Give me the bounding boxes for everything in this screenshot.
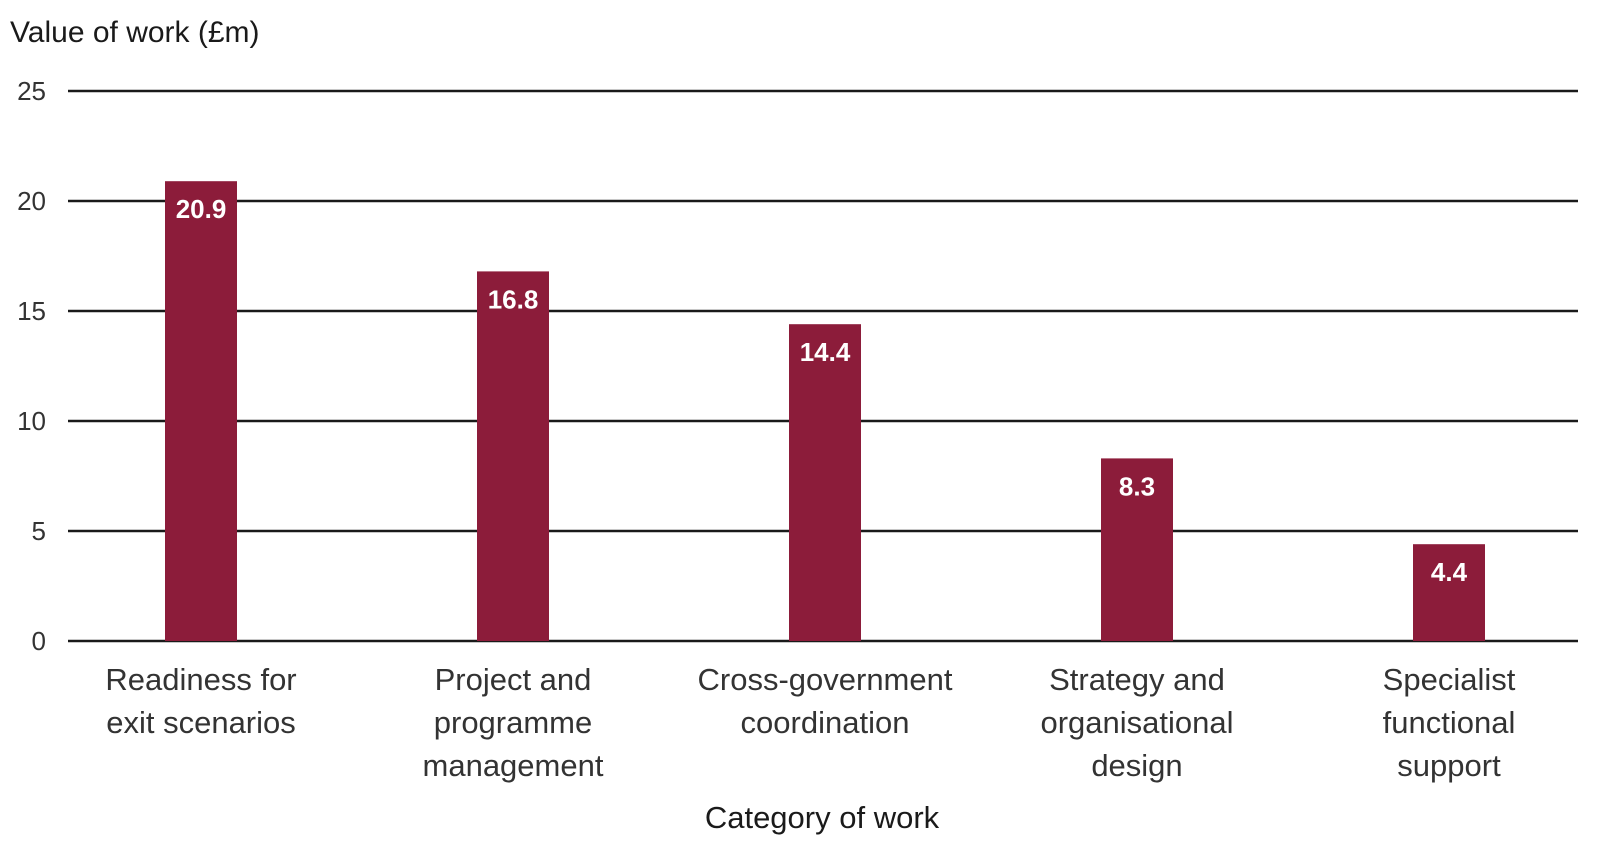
category-label-line: support: [1397, 748, 1501, 783]
bar-value-label: 8.3: [1119, 471, 1155, 501]
bar: [477, 271, 549, 641]
category-label-line: Strategy and: [1049, 662, 1225, 697]
category-label-line: exit scenarios: [106, 705, 296, 740]
category-label: Strategy and organisational design: [1040, 662, 1233, 783]
category-label-line: Readiness for: [105, 662, 296, 697]
bars: [165, 181, 1485, 641]
y-tick-label: 15: [17, 296, 46, 326]
bar-value-labels: 20.9 16.8 14.4 8.3 4.4: [176, 194, 1468, 587]
y-axis-title: Value of work (£m): [10, 16, 260, 49]
category-label-line: Cross-government: [698, 662, 953, 697]
bar-value-label: 14.4: [800, 337, 851, 367]
category-label: Specialist functional support: [1383, 662, 1516, 783]
y-tick-labels: 0 5 10 15 20 25: [17, 76, 46, 656]
bar: [1101, 458, 1173, 641]
bar-value-label: 16.8: [488, 284, 539, 314]
y-tick-label: 20: [17, 186, 46, 216]
y-tick-label: 25: [17, 76, 46, 106]
category-label-line: Project and: [435, 662, 592, 697]
category-label: Project and programme management: [423, 662, 604, 783]
category-label: Readiness for exit scenarios: [105, 662, 296, 740]
y-tick-label: 0: [32, 626, 46, 656]
category-label-line: coordination: [741, 705, 910, 740]
category-label-line: design: [1091, 748, 1182, 783]
category-label-line: organisational: [1040, 705, 1233, 740]
bar: [165, 181, 237, 641]
bar-value-label: 4.4: [1431, 557, 1468, 587]
category-labels: Readiness for exit scenarios Project and pr…: [105, 662, 1515, 783]
category-label-line: Specialist: [1383, 662, 1516, 697]
category-label-line: functional: [1383, 705, 1516, 740]
category-label-line: management: [423, 748, 604, 783]
y-tick-label: 5: [32, 516, 46, 546]
bar: [789, 324, 861, 641]
category-label-line: programme: [434, 705, 593, 740]
bar: [1413, 544, 1485, 641]
bar-value-label: 20.9: [176, 194, 227, 224]
category-label: Cross-government coordination: [698, 662, 953, 740]
y-tick-label: 10: [17, 406, 46, 436]
x-axis-title: Category of work: [705, 800, 940, 835]
